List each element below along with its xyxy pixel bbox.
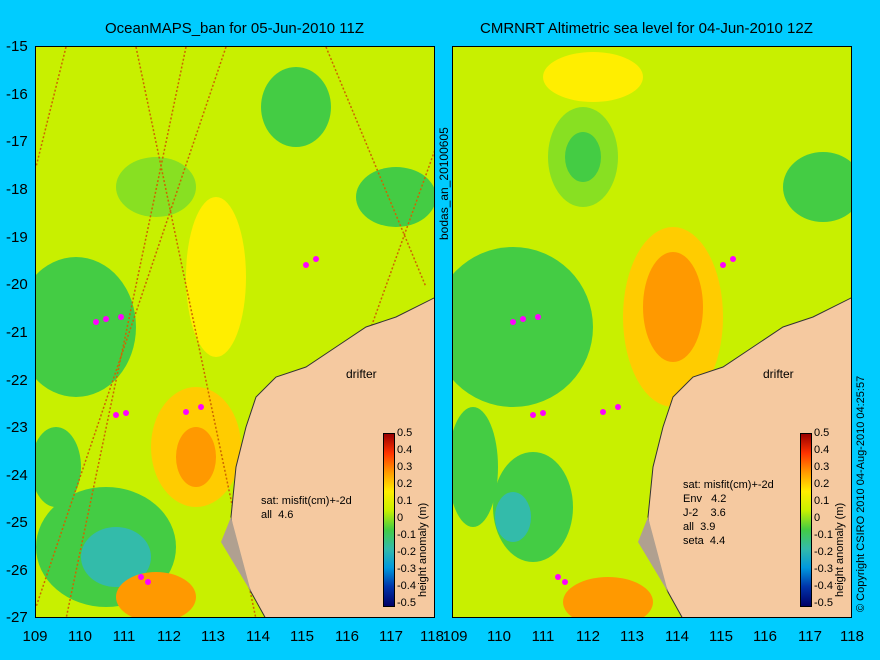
lat-tick: -26	[6, 562, 28, 579]
left-panel-title: OceanMAPS_ban for 05-Jun-2010 11Z	[105, 20, 365, 37]
left-cb-tick: 0.1	[397, 495, 413, 507]
right-stat-line-3: J-2 3.6	[683, 507, 726, 519]
lat-tick: -24	[6, 467, 28, 484]
left-stat-line-2: all 4.6	[261, 509, 294, 521]
left-cb-tick: 0	[397, 512, 404, 524]
left-colorbar-label: height anomaly (m)	[417, 502, 429, 597]
lat-tick: -15	[6, 38, 28, 55]
right-cb-tick: 0.2	[814, 478, 830, 490]
right-stat-line-1: sat: misfit(cm)+-2d	[683, 479, 774, 491]
lat-tick: -20	[6, 276, 28, 293]
right-cb-tick: -0.3	[814, 563, 833, 575]
left-cb-tick: -0.5	[397, 597, 416, 609]
right-drifter-label: drifter	[763, 367, 794, 381]
left-lon-tick: 115	[290, 628, 314, 645]
right-lon-tick: 111	[531, 628, 555, 645]
right-lon-tick: 113	[620, 628, 644, 645]
lat-tick: -17	[6, 133, 28, 150]
lat-tick: -21	[6, 324, 28, 341]
left-cb-tick: -0.1	[397, 529, 416, 541]
right-map-field	[453, 47, 851, 617]
left-cb-tick: 0.4	[397, 444, 413, 456]
right-lon-tick: 114	[665, 628, 689, 645]
left-lon-tick: 118	[420, 628, 444, 645]
right-colorbar	[800, 433, 812, 607]
right-cb-tick: -0.1	[814, 529, 833, 541]
lat-tick: -18	[6, 181, 28, 198]
left-lon-tick: 117	[379, 628, 403, 645]
left-stat-line-1: sat: misfit(cm)+-2d	[261, 495, 352, 507]
left-lon-tick: 109	[22, 628, 48, 645]
left-drifter-label: drifter	[346, 367, 377, 381]
lat-tick: -25	[6, 514, 28, 531]
right-stat-line-4: all 3.9	[683, 521, 716, 533]
lat-tick: -19	[6, 229, 28, 246]
left-cb-tick: 0.2	[397, 478, 413, 490]
left-map-field	[36, 47, 434, 617]
right-lon-tick: 112	[576, 628, 600, 645]
right-cb-tick: 0	[814, 512, 821, 524]
lat-tick: -27	[6, 609, 28, 626]
right-map[interactable]: drifter sat: misfit(cm)+-2d Env 4.2 J-2 …	[452, 46, 852, 618]
right-cb-tick: 0.1	[814, 495, 830, 507]
right-cb-tick: -0.4	[814, 580, 833, 592]
right-lon-tick: 116	[753, 628, 777, 645]
right-panel-title: CMRNRT Altimetric sea level for 04-Jun-2…	[480, 20, 813, 37]
left-lon-tick: 114	[246, 628, 270, 645]
right-colorbar-label: height anomaly (m)	[834, 502, 846, 597]
left-lon-tick: 111	[112, 628, 136, 645]
right-lon-tick: 117	[798, 628, 822, 645]
copyright-label: © Copyright CSIRO 2010 04-Aug-2010 04:25…	[855, 375, 867, 612]
right-cb-tick: -0.5	[814, 597, 833, 609]
right-lon-tick: 109	[442, 628, 468, 645]
left-colorbar	[383, 433, 395, 607]
right-stat-line-2: Env 4.2	[683, 493, 727, 505]
right-cb-tick: 0.5	[814, 427, 830, 439]
right-cb-tick: -0.2	[814, 546, 833, 558]
left-lon-tick: 110	[68, 628, 92, 645]
left-lon-tick: 112	[157, 628, 181, 645]
right-cb-tick: 0.4	[814, 444, 830, 456]
right-cb-tick: 0.3	[814, 461, 830, 473]
left-map[interactable]: drifter sat: misfit(cm)+-2d all 4.6 0.5 …	[35, 46, 435, 618]
left-lon-tick: 116	[335, 628, 359, 645]
left-cb-tick: -0.4	[397, 580, 416, 592]
right-stat-line-5: seta 4.4	[683, 535, 726, 547]
left-cb-tick: 0.5	[397, 427, 413, 439]
left-cb-tick: -0.2	[397, 546, 416, 558]
left-lon-tick: 113	[201, 628, 225, 645]
lat-tick: -22	[6, 372, 28, 389]
right-lon-tick: 115	[709, 628, 733, 645]
left-cb-tick: -0.3	[397, 563, 416, 575]
left-cb-tick: 0.3	[397, 461, 413, 473]
lat-tick: -23	[6, 419, 28, 436]
lat-tick: -16	[6, 86, 28, 103]
right-lon-tick: 110	[487, 628, 511, 645]
analysis-id-label: bodas_an_20100605	[437, 127, 451, 240]
right-lon-tick: 118	[840, 628, 864, 645]
